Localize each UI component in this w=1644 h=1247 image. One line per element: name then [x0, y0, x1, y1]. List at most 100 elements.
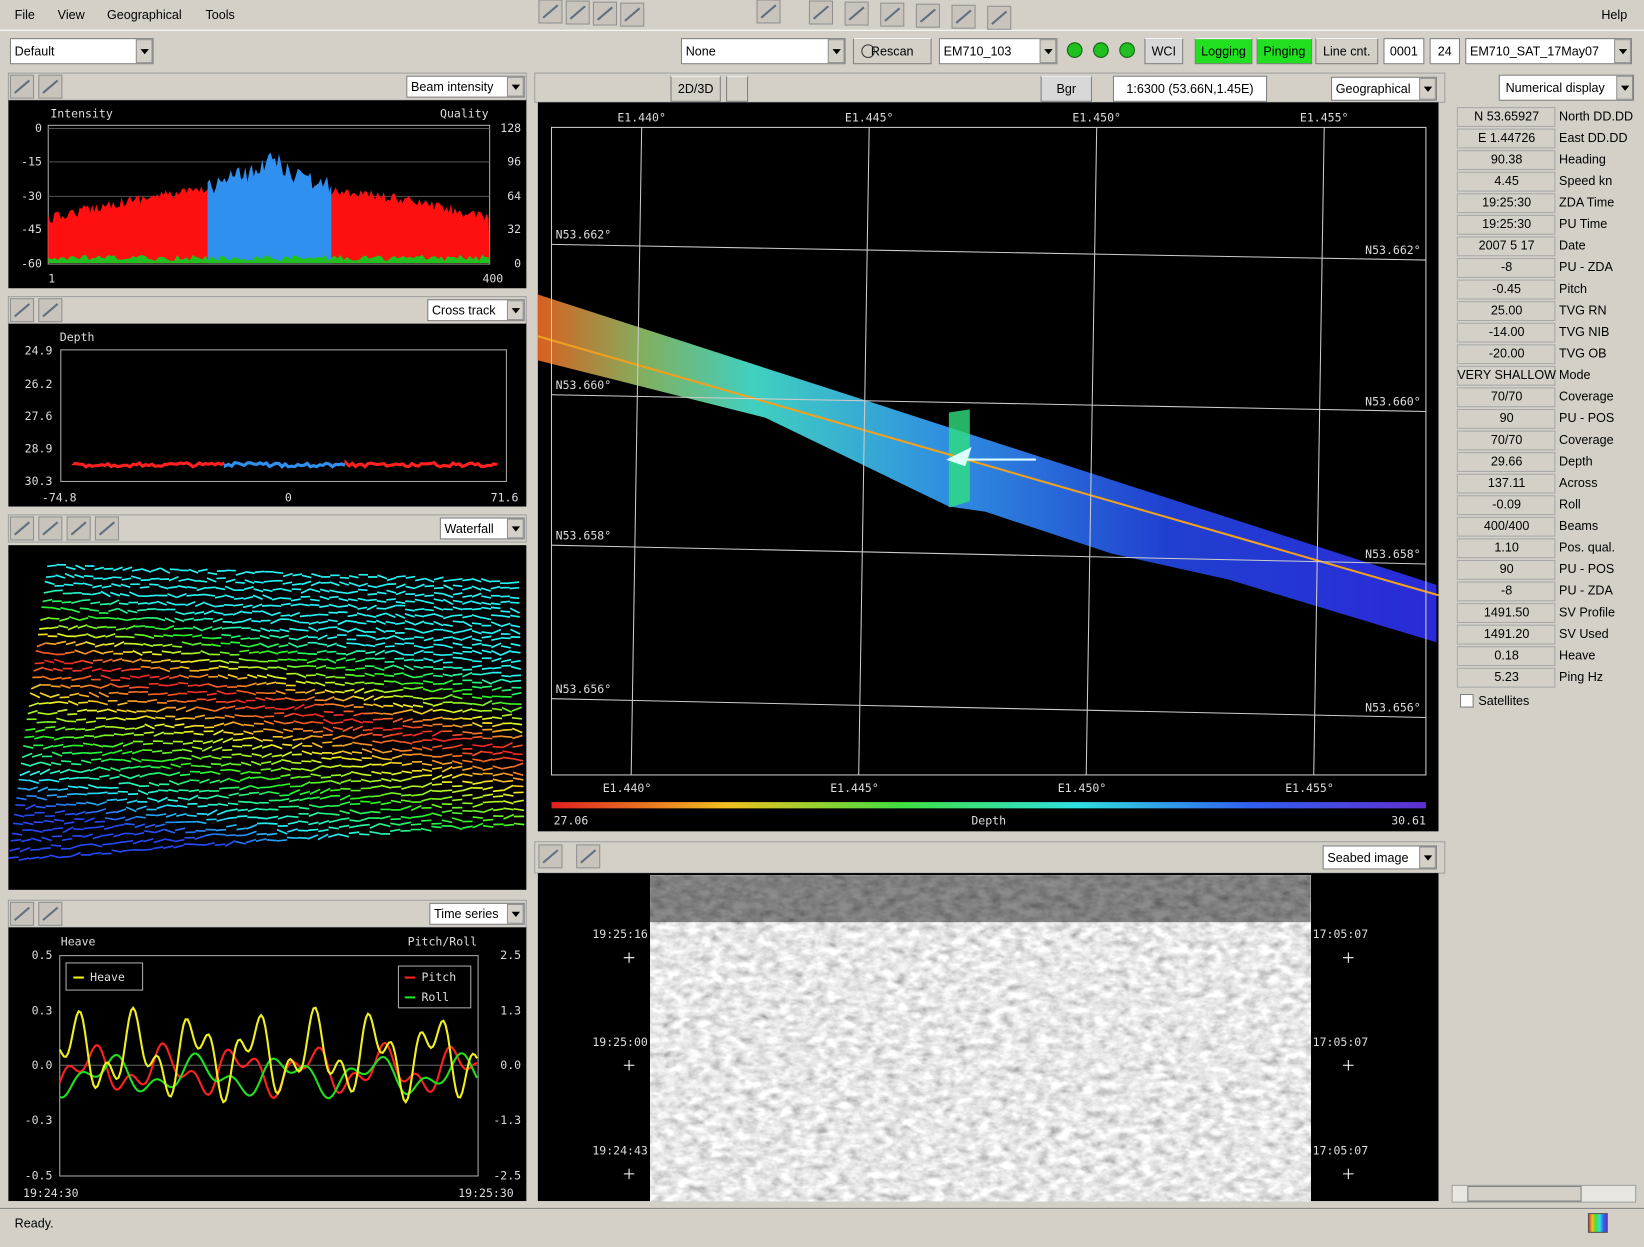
waterfall-ping [187, 690, 198, 694]
value-label: TVG NIB [1559, 325, 1609, 339]
seabed-dropdown[interactable] [1322, 845, 1437, 870]
waterfall-ping [275, 690, 286, 695]
value-label: Roll [1559, 497, 1581, 511]
waterfall-ping [298, 634, 309, 640]
waterfall-ping [33, 666, 44, 672]
scroll-thumb[interactable] [1467, 1185, 1582, 1202]
waterfall-ping [325, 657, 337, 664]
menu-item[interactable]: Geographical [107, 8, 182, 22]
panel-view-dropdown[interactable] [439, 517, 525, 540]
waterfall-ping [115, 716, 126, 721]
waterfall-ping [491, 666, 502, 670]
waterfall-ping [80, 684, 91, 689]
line-count-button[interactable] [1315, 38, 1379, 65]
waterfall-ping [322, 741, 333, 744]
beam-left-tick: -30 [21, 189, 42, 203]
waterfall-ping [163, 634, 174, 638]
waterfall-ping [187, 578, 198, 583]
geo-dropdown[interactable] [1331, 76, 1437, 101]
pinging-button[interactable] [1256, 38, 1313, 65]
panel-view-dropdown[interactable] [406, 75, 525, 98]
waterfall-ping [413, 675, 424, 679]
waterfall-ping [472, 795, 483, 800]
seabed-image [650, 875, 1311, 1202]
waterfall-ping [235, 706, 246, 710]
waterfall-ping [252, 594, 263, 600]
waterfall-ping [194, 714, 206, 719]
beam-left-label: Intensity [50, 106, 113, 120]
waterfall-ping [404, 627, 415, 631]
menu-item[interactable]: Tools [206, 8, 235, 22]
time-x-tick: 19:24:30 [23, 1186, 79, 1200]
waterfall-ping [102, 576, 113, 581]
waterfall-ping [297, 643, 308, 648]
waterfall-ping [111, 758, 122, 761]
waterfall-ping [472, 781, 483, 786]
waterfall-ping [122, 839, 134, 844]
time-left-tick: -0.5 [25, 1168, 53, 1182]
waterfall-ping [299, 796, 310, 802]
waterfall-ping [143, 731, 154, 735]
menu-item[interactable]: View [58, 8, 86, 22]
mode-2d3d-button[interactable] [670, 75, 721, 102]
waterfall-ping [40, 847, 51, 850]
numerical-dropdown[interactable] [1498, 74, 1635, 101]
waterfall-ping [369, 822, 381, 830]
waterfall-ping [451, 817, 463, 822]
waterfall-ping [462, 737, 473, 740]
waterfall-ping [215, 586, 226, 591]
waterfall-ping [271, 604, 282, 608]
profile-combo[interactable] [9, 38, 154, 65]
waterfall-ping [99, 774, 110, 778]
sounder-combo[interactable] [938, 38, 1058, 65]
waterfall-ping [472, 809, 483, 813]
waterfall-ping [362, 728, 373, 732]
waterfall-ping [509, 586, 520, 590]
waterfall-ping [462, 615, 473, 619]
waterfall-ping [300, 775, 311, 779]
waterfall-ping [431, 825, 442, 829]
waterfall-ping [154, 828, 165, 834]
waterfall-ping [201, 643, 212, 646]
waterfall-ping [230, 635, 241, 639]
waterfall-ping [137, 608, 147, 612]
waterfall-ping [104, 642, 115, 646]
waterfall-ping [187, 585, 197, 590]
waterfall-ping [462, 600, 473, 605]
menu-item[interactable]: File [15, 8, 35, 22]
waterfall-ping [220, 768, 231, 772]
waterfall-ping [254, 705, 266, 710]
waterfall-ping [371, 754, 383, 760]
waterfall-ping [380, 792, 392, 797]
waterfall-ping [377, 574, 388, 580]
waterfall-ping [366, 614, 377, 619]
waterfall-ping [39, 692, 51, 698]
scale-text: 1:6300 (53.66N,1.45E) [1126, 82, 1253, 96]
waterfall-ping [205, 708, 216, 713]
cross-label: Depth [60, 330, 95, 344]
waterfall-ping [82, 751, 93, 755]
waterfall-ping [190, 659, 201, 664]
waterfall-ping [43, 667, 54, 672]
waterfall-ping [248, 650, 259, 654]
wci-button[interactable] [1144, 38, 1184, 65]
source-combo[interactable] [680, 38, 846, 65]
waterfall-ping [135, 815, 146, 819]
tool-button[interactable] [726, 75, 749, 102]
bgr-button-label: Bgr [1057, 82, 1077, 96]
value-label: PU - POS [1559, 411, 1614, 425]
pinging-button-label: Pinging [1263, 45, 1305, 59]
waterfall-ping [67, 713, 78, 716]
waterfall-ping [373, 711, 384, 715]
waterfall-ping [105, 810, 117, 815]
waterfall-ping [414, 598, 425, 603]
satellites-checkbox[interactable] [1459, 693, 1474, 708]
waterfall-ping [104, 816, 116, 821]
panel-view-dropdown[interactable] [429, 902, 525, 925]
panel-view-dropdown[interactable] [427, 299, 525, 322]
waterfall-ping [199, 668, 209, 672]
waterfall-ping [492, 757, 503, 761]
bgr-button[interactable] [1040, 75, 1092, 102]
survey-combo[interactable] [1465, 38, 1632, 65]
waterfall-ping [402, 749, 413, 752]
